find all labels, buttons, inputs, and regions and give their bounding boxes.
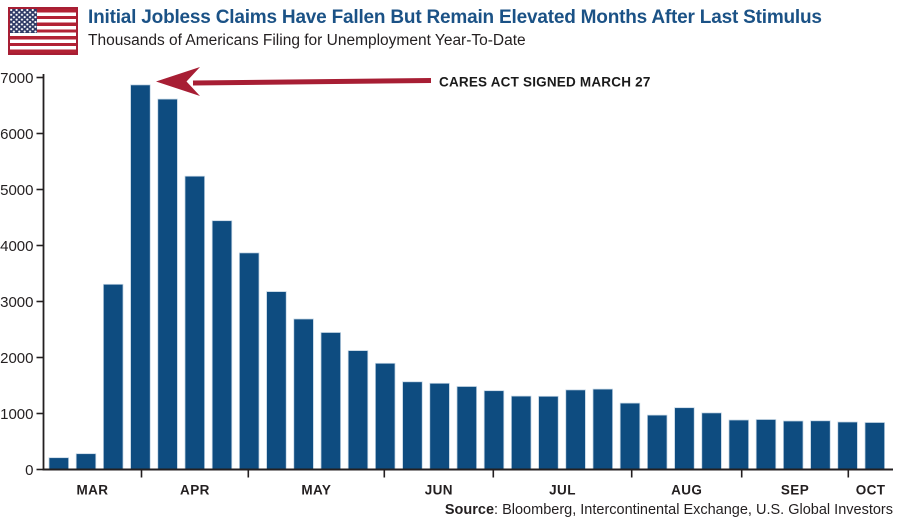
bars-group <box>48 84 885 470</box>
bar <box>483 390 505 470</box>
bar <box>157 98 178 470</box>
y-tick-label: 3000 <box>0 294 33 311</box>
source-label: Source <box>444 502 495 518</box>
x-month-label: MAY <box>301 483 331 498</box>
y-tick-label: 4000 <box>0 238 33 255</box>
bar <box>266 291 287 470</box>
x-month-label: APR <box>180 483 210 498</box>
source-text: : Bloomberg, Intercontinental Exchange, … <box>494 502 893 518</box>
chart-title: Initial Jobless Claims Have Fallen But R… <box>88 7 822 28</box>
bar <box>184 175 205 470</box>
bar <box>783 420 804 470</box>
source-attribution: Source: Bloomberg, Intercontinental Exch… <box>445 502 893 518</box>
bar <box>647 414 668 470</box>
x-month-label: MAR <box>77 483 109 498</box>
y-tick-label: 7000 <box>0 70 33 87</box>
annotation-arrow-head-icon <box>156 67 200 96</box>
annotation-arrow-line <box>192 78 432 86</box>
y-tick-label: 2000 <box>0 350 33 367</box>
bar <box>565 389 586 470</box>
bar <box>755 419 777 470</box>
jobless-claims-bar-chart: 0 1000 2000 3000 4000 5000 6000 7000 MAR APR MAY JU… <box>0 67 893 498</box>
bar <box>402 381 423 470</box>
bar <box>538 395 559 470</box>
y-tick-label: 1000 <box>0 406 33 423</box>
annotation-label: CARES ACT SIGNED MARCH 27 <box>439 75 651 90</box>
bar <box>130 84 151 470</box>
y-tick-label: 6000 <box>0 126 33 143</box>
bar <box>511 395 532 470</box>
bar <box>592 388 613 470</box>
x-month-label: OCT <box>856 483 886 498</box>
x-month-label: SEP <box>781 483 809 498</box>
flag-canton <box>10 9 37 33</box>
bar <box>456 386 477 470</box>
bar <box>103 283 124 470</box>
bar <box>347 350 369 470</box>
bar <box>75 453 97 470</box>
y-tick-label: 0 <box>25 462 33 479</box>
bar <box>864 422 885 470</box>
x-axis: MAR APR MAY JUN JUL AUG SEP OCT <box>42 468 893 498</box>
bar <box>320 332 341 470</box>
bar <box>837 421 858 470</box>
bar <box>48 457 69 470</box>
x-month-label: JUN <box>425 483 453 498</box>
bar <box>810 420 831 470</box>
x-month-label: JUL <box>549 483 576 498</box>
us-flag-icon <box>8 7 78 55</box>
y-axis: 0 1000 2000 3000 4000 5000 6000 7000 <box>0 70 45 479</box>
x-month-label: AUG <box>671 483 702 498</box>
bar <box>293 318 314 470</box>
bar <box>211 220 233 470</box>
bar <box>375 362 396 470</box>
chart-subtitle: Thousands of Americans Filing for Unempl… <box>88 32 526 49</box>
y-tick-label: 5000 <box>0 182 33 199</box>
cares-act-annotation: CARES ACT SIGNED MARCH 27 <box>156 67 651 96</box>
bar <box>619 402 641 470</box>
bar <box>429 382 450 470</box>
bar <box>701 412 722 470</box>
bar <box>674 407 695 470</box>
bar <box>728 419 749 470</box>
bar <box>239 252 260 470</box>
